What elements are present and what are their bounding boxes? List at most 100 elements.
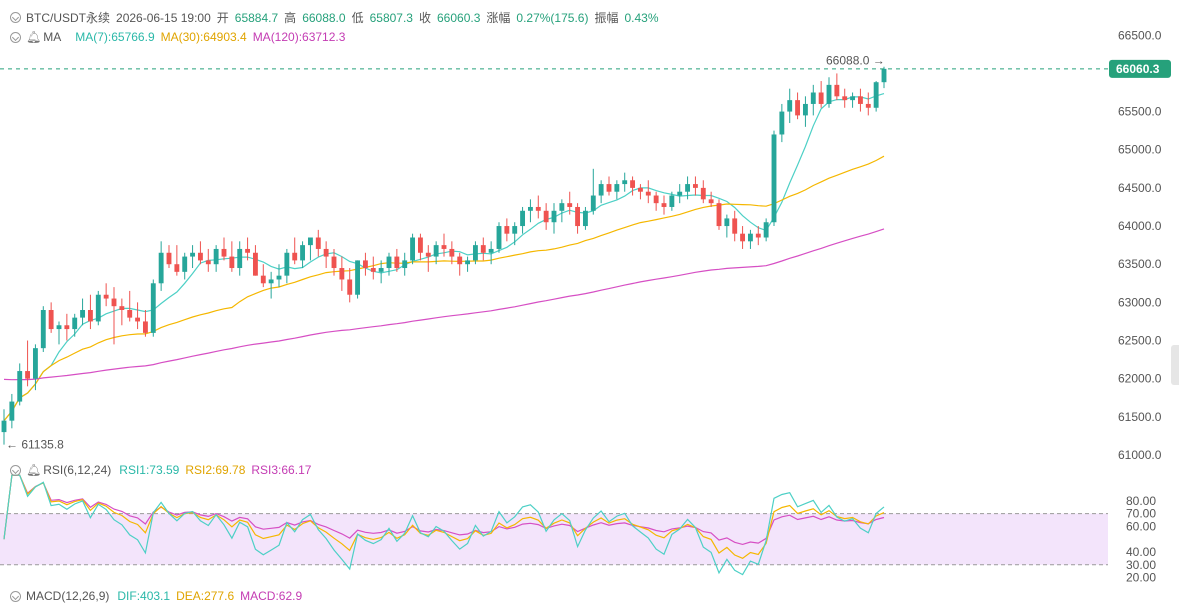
candle-body [158, 252, 164, 284]
candle-body [575, 206, 581, 227]
candle-body [252, 252, 258, 276]
open-value: 65884.7 [234, 10, 279, 25]
change-label: 涨幅 [486, 11, 511, 25]
candle-body [865, 103, 871, 108]
collapse-chevron-icon[interactable] [10, 31, 21, 43]
rsi-tick-label: 60.00 [1126, 519, 1156, 533]
candle-body [535, 206, 541, 211]
rsi-tick-label: 20.00 [1126, 571, 1156, 585]
moving-average-lines [3, 93, 885, 422]
candle-body [166, 252, 172, 265]
candle-body [260, 275, 266, 284]
candle-body [771, 134, 777, 223]
price-axis: 66500.066000.065500.065000.064500.064000… [1118, 28, 1162, 462]
candle-body [802, 103, 808, 116]
candle-body [480, 245, 486, 253]
candle-body [567, 203, 573, 207]
price-tick-label: 65500.0 [1118, 105, 1162, 119]
candle-body [323, 248, 329, 257]
rsi1-value: RSI1:73.59 [119, 463, 180, 477]
bell-icon[interactable]: 🔔︎ [26, 30, 42, 44]
candle-body [457, 256, 463, 265]
side-panel-handle[interactable] [1171, 345, 1179, 385]
change-value: 0.27%(175.6) [516, 10, 589, 25]
candle-body [64, 325, 70, 330]
price-tick-label: 63500.0 [1118, 257, 1162, 271]
open-label: 开 [216, 11, 229, 25]
ma7-line [3, 93, 885, 422]
candle-body [857, 96, 863, 104]
candle-body [559, 203, 565, 211]
rsi-tick-label: 30.00 [1126, 558, 1156, 572]
candle-body [127, 310, 133, 318]
ma30-value: MA(30):64903.4 [160, 30, 247, 44]
price-tick-label: 61000.0 [1118, 448, 1162, 462]
candle-body [87, 310, 93, 322]
candle-body [394, 256, 400, 269]
candle-body [716, 203, 722, 227]
candle-body [488, 248, 494, 253]
candle-body [284, 252, 290, 276]
close-value: 66060.3 [437, 10, 481, 25]
candle-body [213, 248, 219, 265]
candle-body [410, 237, 416, 261]
price-tick-label: 62000.0 [1118, 372, 1162, 386]
candle-body [339, 268, 345, 280]
candle-body [685, 184, 691, 192]
bell-icon[interactable]: 🔔︎ [26, 463, 42, 477]
candle-body [174, 264, 180, 272]
max-price-label: 66088.0 → [826, 54, 885, 68]
candle-body [512, 226, 518, 234]
candle-body [425, 252, 431, 257]
candle-body [449, 248, 455, 257]
last-price-tag [1109, 59, 1171, 78]
candle-body [197, 252, 203, 261]
rsi-legend: 🔔︎ RSI(6,12,24) RSI1:73.59 RSI2:69.78 RS… [10, 463, 317, 477]
candle-body [221, 248, 227, 257]
candle-body [700, 187, 706, 200]
ma-legend: 🔔︎ MA MA(7):65766.9 MA(30):64903.4 MA(12… [10, 30, 351, 44]
candle-body [842, 96, 848, 101]
ma120-value: MA(120):63712.3 [252, 30, 346, 44]
candle-body [677, 191, 683, 196]
price-tick-label: 64500.0 [1118, 181, 1162, 195]
candle-body [669, 195, 675, 207]
collapse-chevron-icon[interactable] [10, 590, 21, 602]
rsi-tick-label: 40.00 [1126, 545, 1156, 559]
candle-body [307, 237, 313, 246]
candle-body [276, 275, 282, 280]
candle-body [873, 82, 879, 108]
symbol-label[interactable]: BTC/USDT永续 [26, 11, 111, 25]
candle-body [740, 233, 746, 242]
candle-body [661, 203, 667, 207]
rsi1-line [3, 474, 885, 576]
candle-body [787, 100, 793, 112]
candle-body [72, 317, 78, 330]
rsi-indicator-name[interactable]: RSI(6,12,24) [43, 463, 112, 477]
candle-body [850, 96, 856, 101]
candle-body [245, 248, 251, 253]
candle-body [402, 260, 408, 269]
ma-indicator-name[interactable]: MA [43, 30, 62, 44]
datetime-label: 2026-06-15 19:00 [116, 10, 211, 25]
candle-body [119, 306, 125, 310]
min-price-label: ← 61135.8 [6, 438, 64, 452]
candle-body [881, 68, 887, 83]
candle-body [645, 191, 651, 196]
collapse-chevron-icon[interactable] [10, 464, 21, 476]
macd-indicator-name[interactable]: MACD(12,26,9) [26, 589, 110, 603]
candle-body [732, 218, 738, 234]
candle-body [441, 245, 447, 249]
collapse-chevron-icon[interactable] [10, 12, 21, 23]
candle-body [347, 279, 353, 295]
price-tick-label: 63000.0 [1118, 295, 1162, 309]
candle-body [150, 283, 156, 333]
candle-body [763, 222, 769, 238]
high-label: 高 [284, 11, 297, 25]
candle-body [386, 256, 392, 269]
candle-body [708, 199, 714, 204]
close-label: 收 [418, 11, 431, 25]
candle-body [103, 294, 109, 299]
candle-body [606, 184, 612, 192]
